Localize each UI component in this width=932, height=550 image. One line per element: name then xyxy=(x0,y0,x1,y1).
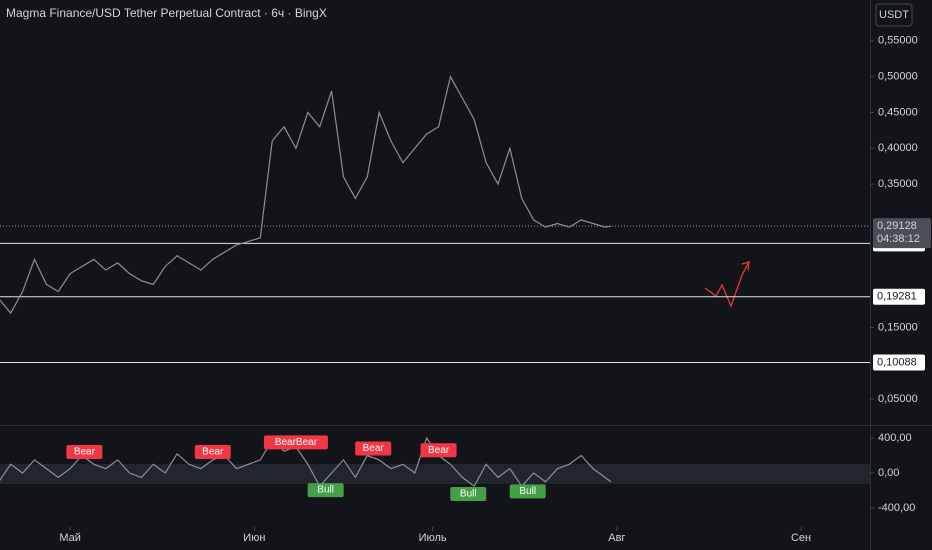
annotation-label: Bull xyxy=(317,485,334,496)
y-tick-label: 0,55000 xyxy=(878,35,918,47)
annotation-box xyxy=(66,445,103,460)
annotation-box xyxy=(263,435,328,450)
x-tick-label: Май xyxy=(59,532,81,544)
x-tick-label: Июль xyxy=(419,532,447,544)
level-label: 0,10088 xyxy=(877,356,917,368)
annotation-label: Bear xyxy=(363,443,385,454)
y-tick-label: 0,05000 xyxy=(878,393,918,405)
series-line xyxy=(0,74,611,315)
x-tick-label: Сен xyxy=(791,532,811,544)
annotation-label: Bear xyxy=(202,447,224,458)
annotation-box xyxy=(450,487,487,502)
countdown: 04:38:12 xyxy=(877,233,920,245)
annotation-label: BearBear xyxy=(275,437,318,448)
annotation-box xyxy=(420,443,457,458)
last-price-box xyxy=(873,218,931,249)
level-label-box xyxy=(873,354,925,371)
y-tick-label: 0,15000 xyxy=(878,321,918,333)
series-line xyxy=(0,436,612,488)
last-price-label: 0,29128 xyxy=(877,220,917,232)
annotation-label: Bull xyxy=(519,486,536,497)
x-tick-label: Авг xyxy=(608,532,625,544)
unit-badge[interactable] xyxy=(875,3,913,27)
y-tick-label: 0,40000 xyxy=(878,142,918,154)
chart-title: Magma Finance/USD Tether Perpetual Contr… xyxy=(6,6,327,20)
level-label-box xyxy=(873,288,925,305)
annotation-box xyxy=(355,441,392,456)
unit: USDT xyxy=(879,9,909,21)
annotation-label: Bear xyxy=(428,445,450,456)
y-tick-label: 0,45000 xyxy=(878,106,918,118)
y-tick-label: -400,00 xyxy=(878,502,915,514)
oscillator-band xyxy=(0,464,870,484)
y-tick-label: 0,50000 xyxy=(878,71,918,83)
drawing xyxy=(704,260,751,308)
annotation-box xyxy=(194,445,231,460)
annotation-box xyxy=(509,484,546,499)
annotation-label: Bull xyxy=(460,489,477,500)
level-label: 0,19281 xyxy=(877,291,917,303)
y-tick-label: 0,00 xyxy=(878,467,899,479)
annotation-label: Bear xyxy=(74,447,96,458)
annotation-box xyxy=(307,483,344,498)
x-tick-label: Июн xyxy=(243,532,265,544)
y-tick-label: 0,35000 xyxy=(878,178,918,190)
y-tick-label: 400,00 xyxy=(878,432,912,444)
